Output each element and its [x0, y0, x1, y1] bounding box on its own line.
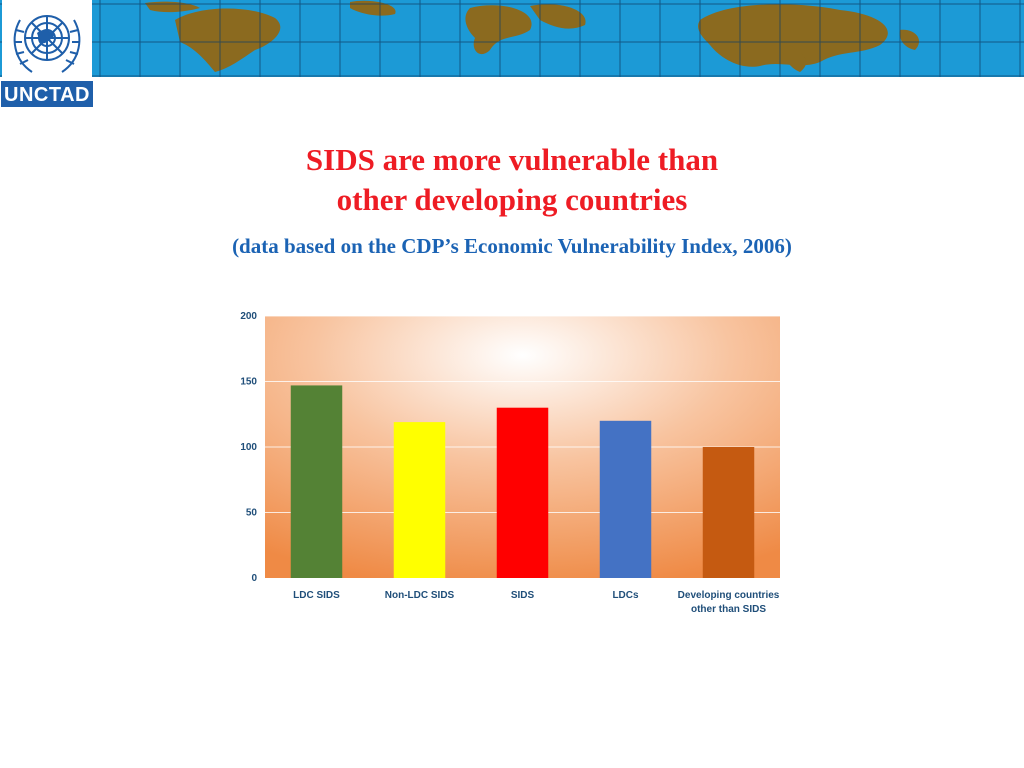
bar-developing-countries-other-than-sids [702, 447, 755, 578]
europe-africa-shape [465, 5, 532, 55]
unctad-logo-text: UNCTAD [0, 80, 94, 108]
x-tick-label: Developing countries [678, 590, 780, 601]
x-tick-label: SIDS [511, 590, 535, 601]
japan-shape [899, 29, 920, 50]
x-tick-label: Non-LDC SIDS [385, 590, 455, 601]
world-map-banner [0, 0, 1024, 77]
greenland-shape [350, 0, 396, 16]
bar-ldcs [599, 420, 652, 578]
bar-ldc-sids [290, 385, 343, 578]
x-tick-label: LDCs [612, 590, 639, 601]
y-axis: 0 50 100 150 200 [240, 311, 257, 584]
y-tick-label: 150 [240, 377, 257, 388]
y-tick-label: 100 [240, 442, 257, 453]
asia-shape [698, 4, 888, 67]
y-tick-label: 50 [246, 508, 258, 519]
arctic-shape [145, 1, 200, 13]
x-axis: LDC SIDS Non-LDC SIDS SIDS LDCs Developing c… [293, 590, 780, 615]
map-grid [0, 0, 1024, 77]
bar-non-ldc-sids [393, 422, 446, 578]
bars [290, 385, 755, 578]
y-tick-label: 0 [251, 573, 257, 584]
slide-subtitle: (data based on the CDP’s Economic Vulner… [232, 234, 792, 258]
southeast-asia-shape [780, 40, 807, 72]
europe-shape [530, 4, 586, 29]
x-tick-label: LDC SIDS [293, 590, 340, 601]
y-tick-label: 200 [240, 311, 257, 322]
x-tick-label: other than SIDS [691, 604, 766, 615]
slide-title-line-2: other developing countries [336, 182, 688, 217]
north-america-shape [175, 8, 281, 73]
un-emblem-icon [2, 0, 92, 78]
bar-chart: 0 50 100 150 200 LDC SIDS Non-LDC SIDS SIDS LDC… [220, 300, 800, 630]
world-map-graphic [0, 0, 1024, 77]
slide-title: SIDS are more vulnerable than other deve… [0, 140, 1024, 220]
bar-sids [496, 407, 549, 578]
slide-title-line-1: SIDS are more vulnerable than [305, 142, 719, 177]
unctad-logo: UNCTAD [0, 0, 94, 108]
